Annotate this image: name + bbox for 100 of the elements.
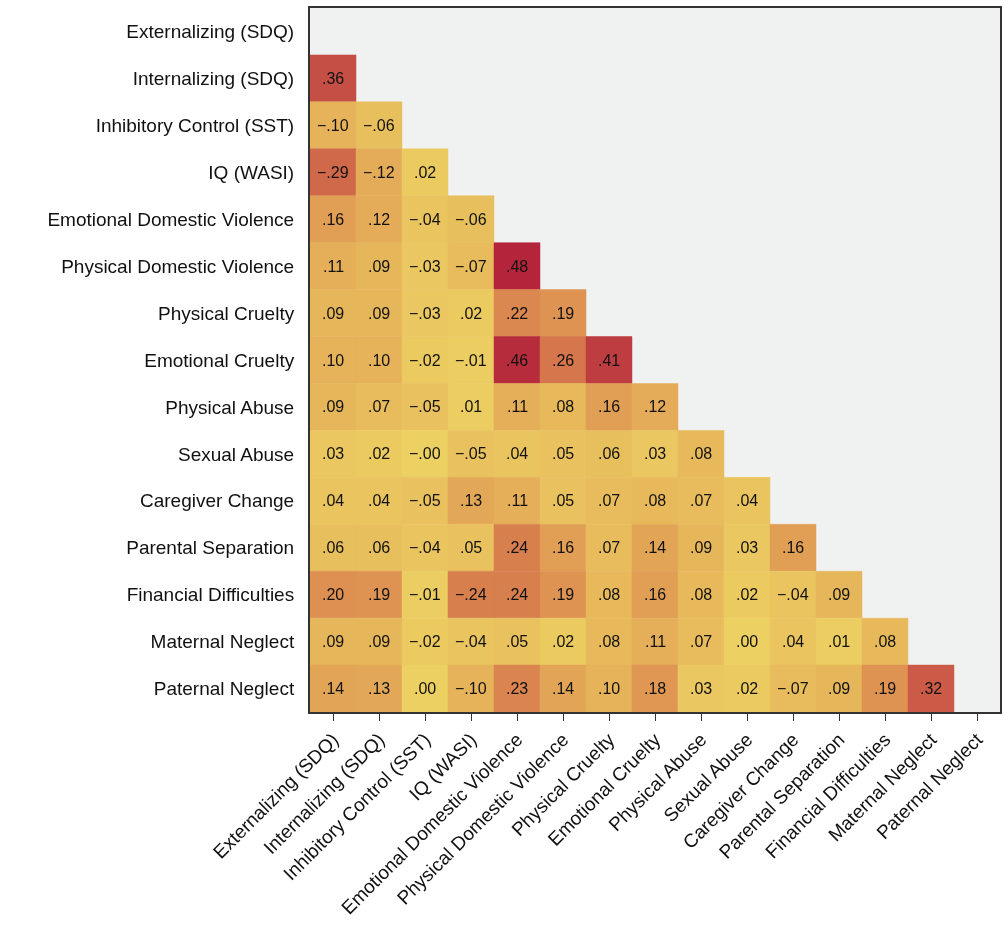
data-label: .04 [368,492,391,509]
data-label: .18 [644,680,667,697]
data-label: −.06 [455,211,487,228]
y-tick-label: Externalizing (SDQ) [126,21,295,43]
data-label: −.03 [409,305,441,322]
y-tick-label: Caregiver Change [140,490,295,512]
data-label: .02 [552,633,575,650]
data-label: .11 [507,398,529,415]
data-label: −.07 [455,258,487,275]
data-label: .02 [460,305,483,322]
data-label: .08 [644,492,667,509]
data-label: .48 [506,258,529,275]
data-label: .11 [645,633,667,650]
data-label: −.01 [409,586,441,603]
data-label: .12 [644,398,667,415]
data-label: .13 [368,680,391,697]
data-label: .09 [322,633,345,650]
data-label: .09 [828,680,851,697]
data-label: .16 [644,586,667,603]
data-label: −.04 [455,633,487,650]
data-label: .05 [552,445,575,462]
data-label: −.10 [455,680,487,697]
data-label: .06 [368,539,391,556]
y-tick-label: IQ (WASI) [208,161,295,183]
data-label: .09 [368,258,391,275]
data-label: .41 [598,352,621,369]
data-label: −.29 [317,164,349,181]
data-label: .02 [368,445,391,462]
y-tick-label: Emotional Cruelty [144,349,295,371]
data-label: .05 [460,539,483,556]
data-label: −.10 [317,117,349,134]
data-label: .12 [368,211,391,228]
data-label: −.06 [363,117,395,134]
data-label: .19 [552,586,575,603]
data-label: .13 [460,492,483,509]
data-label: .19 [368,586,391,603]
data-label: .05 [506,633,529,650]
data-label: .14 [322,680,345,697]
data-label: .16 [322,211,345,228]
data-label: .16 [552,539,575,556]
y-tick-label: Paternal Neglect [153,678,295,700]
data-label: .04 [322,492,345,509]
data-label: .14 [644,539,667,556]
data-label: .04 [736,492,759,509]
data-label: .03 [736,539,759,556]
data-label: .23 [506,680,529,697]
data-label: .11 [507,492,529,509]
data-label: .08 [874,633,897,650]
data-label: .01 [460,398,483,415]
data-label: .19 [874,680,897,697]
data-label: .07 [598,539,621,556]
data-label: .19 [552,305,575,322]
data-label: .10 [322,352,345,369]
data-label: .09 [322,305,345,322]
data-label: −.24 [455,586,487,603]
data-label: −.12 [363,164,395,181]
y-tick-label: Parental Separation [126,537,295,559]
data-label: .24 [506,586,529,603]
y-tick-label: Physical Abuse [165,396,295,418]
data-label: −.05 [409,492,441,509]
data-label: .32 [920,680,943,697]
data-label: .04 [782,633,805,650]
y-tick-label: Inhibitory Control (SST) [95,114,295,136]
data-label: .09 [368,633,391,650]
data-label: .03 [322,445,345,462]
data-label: .06 [322,539,345,556]
data-label: .02 [736,586,759,603]
data-label: .07 [368,398,391,415]
data-label: .08 [598,633,621,650]
data-label: −.04 [777,586,809,603]
data-label: .06 [598,445,621,462]
data-label: .36 [322,70,345,87]
data-label: .05 [552,492,575,509]
data-label: .46 [506,352,529,369]
data-label: .09 [368,305,391,322]
data-label: .10 [368,352,391,369]
data-label: .10 [598,680,621,697]
data-label: .04 [506,445,529,462]
data-label: .00 [414,680,437,697]
data-label: −.04 [409,539,441,556]
data-label: .07 [690,633,713,650]
data-label: .02 [414,164,437,181]
data-label: −.00 [409,445,441,462]
y-tick-label: Maternal Neglect [150,631,295,653]
data-label: .03 [644,445,667,462]
data-label: −.07 [777,680,809,697]
data-label: .09 [322,398,345,415]
data-label: .16 [598,398,621,415]
data-label: .08 [690,445,713,462]
data-label: .14 [552,680,575,697]
data-label: −.05 [455,445,487,462]
y-tick-label: Internalizing (SDQ) [132,68,295,90]
data-label: −.05 [409,398,441,415]
data-label: .22 [506,305,529,322]
data-label: .08 [552,398,575,415]
data-label: .09 [690,539,713,556]
y-tick-label: Emotional Domestic Violence [47,208,295,230]
data-label: .07 [690,492,713,509]
data-label: −.03 [409,258,441,275]
data-label: .03 [690,680,713,697]
